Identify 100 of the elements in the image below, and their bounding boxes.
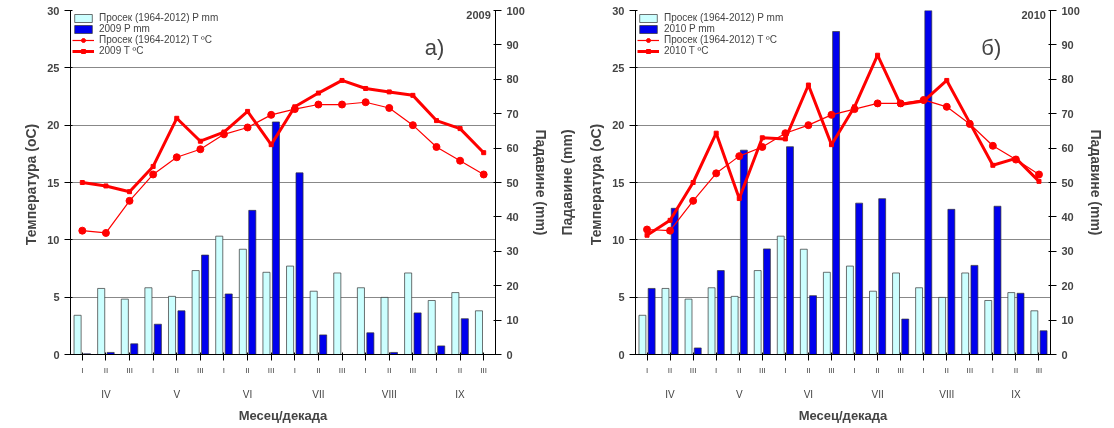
y2-tick-label: 10	[506, 314, 519, 327]
x-tick-label: II	[737, 365, 742, 375]
y-tick-label: 20	[47, 119, 60, 132]
legend-label: Просек (1964-2012) T ºC	[664, 34, 777, 45]
y-tick-label: 30	[47, 4, 60, 17]
y2-tick-label: 70	[1061, 107, 1074, 120]
y2-tick-label: 10	[1061, 314, 1074, 327]
x-tick-label: I	[715, 365, 718, 375]
x-tick-label: III	[966, 365, 974, 375]
y2-tick-label: 40	[506, 210, 519, 223]
x-tick-label: II	[103, 365, 109, 375]
chart-title: 2009	[466, 8, 491, 21]
text: VIII	[939, 388, 955, 400]
legend-label: 2009 T ºC	[99, 45, 144, 56]
text: IV	[665, 388, 676, 400]
text: IX	[1011, 388, 1021, 400]
x-tick-label: II	[316, 365, 321, 375]
y2-tick-label: 0	[506, 348, 513, 361]
legend-label: 2009 P mm	[99, 23, 150, 34]
x-tick-label: II	[457, 365, 463, 375]
y-tick-label: 20	[612, 119, 625, 132]
y-tick-label: 0	[53, 348, 60, 361]
text: V	[735, 388, 743, 400]
x-tick-label: III	[828, 365, 835, 375]
x-axis-title: Месец/декада	[238, 407, 329, 423]
y-tick-label: 30	[612, 4, 625, 17]
text: Падавине (mm)	[558, 129, 575, 236]
x-tick-label: II	[174, 365, 179, 375]
text: V	[173, 388, 181, 400]
y-tick-label: 15	[612, 176, 625, 189]
y2-tick-label: 40	[1061, 210, 1074, 223]
y-tick-label: 15	[47, 176, 60, 189]
legend-label: Просек (1964-2012) P mm	[99, 12, 219, 23]
y-tick-label: 5	[53, 291, 60, 304]
y2-tick-label: 50	[506, 176, 519, 189]
text: IX	[455, 388, 466, 400]
y-tick-label: 10	[612, 233, 625, 246]
y-tick-label: 10	[47, 233, 60, 246]
x-tick-label: I	[152, 365, 155, 375]
y-tick-label: 0	[618, 348, 625, 361]
legend-label: Просек (1964-2012) P mm	[664, 12, 784, 23]
x-tick-label: I	[222, 365, 226, 375]
x-tick-label: III	[480, 365, 488, 375]
y2-tick-label: 80	[506, 73, 519, 86]
y2-tick-label: 20	[506, 279, 519, 292]
legend-label: 2010 P mm	[664, 23, 715, 34]
x-tick-label: I	[645, 365, 649, 375]
x-tick-label: III	[126, 365, 133, 375]
x-tick-label: II	[245, 365, 250, 375]
y-tick-label: 5	[618, 291, 625, 304]
x-tick-label: I	[991, 365, 994, 375]
x-tick-label: I	[293, 365, 296, 375]
x-tick-label: III	[758, 365, 766, 375]
y2-tick-label: 20	[1061, 279, 1074, 292]
x-tick-label: III	[1035, 365, 1043, 375]
x-tick-label: II	[667, 365, 673, 375]
y2-tick-label: 100	[506, 4, 525, 17]
y-axis-title: Температура (oC)	[588, 123, 605, 246]
y2-tick-label: 50	[1061, 176, 1074, 189]
y2-tick-label: 100	[1061, 4, 1080, 17]
text: VI	[803, 388, 814, 400]
x-axis-title: Месец/декада	[798, 407, 889, 423]
text: VII	[312, 388, 325, 400]
y2-tick-label: 60	[506, 142, 519, 155]
x-tick-label: I	[784, 365, 787, 375]
text: IV	[101, 388, 111, 400]
x-tick-label: III	[409, 365, 417, 375]
y2-tick-label: 80	[1061, 73, 1074, 86]
x-tick-label: I	[922, 365, 925, 375]
x-tick-label: III	[689, 365, 697, 375]
y-axis-title: Температура (oC)	[23, 123, 40, 246]
y2-axis-title: Падавине (mm)	[1087, 129, 1104, 236]
chart-title: 2010	[1021, 8, 1046, 21]
x-tick-label: II	[1013, 365, 1019, 375]
y2-tick-label: 30	[506, 245, 519, 258]
text: VIII	[381, 388, 397, 400]
y-tick-label: 25	[612, 61, 625, 74]
x-tick-label: I	[81, 365, 84, 375]
x-tick-label: II	[944, 365, 949, 375]
y2-tick-label: 0	[1061, 348, 1068, 361]
x-tick-label: III	[197, 365, 204, 375]
annotation: а)	[424, 34, 445, 60]
text: VII	[871, 388, 884, 400]
x-tick-label: III	[897, 365, 904, 375]
x-tick-label: I	[364, 365, 367, 375]
x-tick-label: III	[338, 365, 346, 375]
annotation: б)	[981, 34, 1002, 60]
x-tick-label: III	[267, 365, 275, 375]
x-tick-label: II	[875, 365, 880, 375]
legend-label: 2010 T ºC	[664, 45, 709, 56]
x-tick-label: I	[853, 365, 856, 375]
y2-tick-label: 70	[506, 107, 519, 120]
x-tick-label: I	[435, 365, 438, 375]
text: VI	[242, 388, 253, 400]
legend-label: Просек (1964-2012) T ºC	[99, 34, 212, 45]
x-tick-label: II	[387, 365, 392, 375]
y2-tick-label: 90	[506, 38, 519, 51]
y2-tick-label: 60	[1061, 142, 1074, 155]
y2-tick-label: 30	[1061, 245, 1074, 258]
y2-tick-label: 90	[1061, 38, 1074, 51]
